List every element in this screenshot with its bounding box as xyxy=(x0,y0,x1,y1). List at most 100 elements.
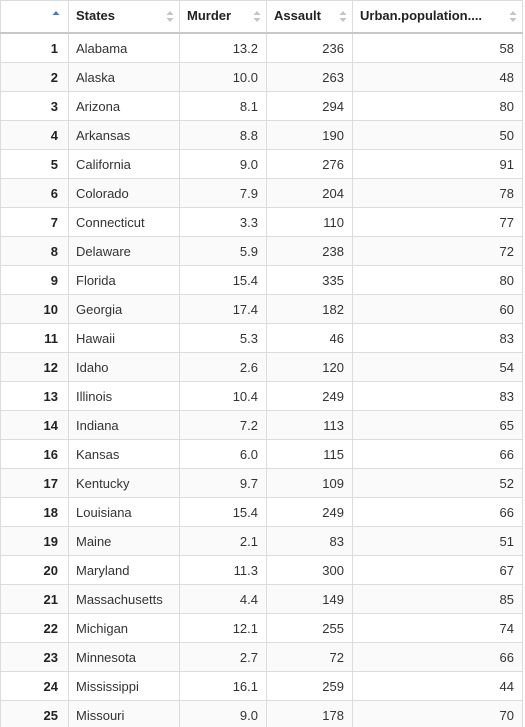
row-name-cell: 20 xyxy=(0,555,69,585)
assault-cell: 182 xyxy=(266,294,353,324)
sort-icon[interactable] xyxy=(166,10,174,23)
state-cell: Indiana xyxy=(68,410,180,440)
column-header-label: Urban.population.... xyxy=(360,7,483,23)
row-name-cell: 14 xyxy=(0,410,69,440)
row-name-cell: 8 xyxy=(0,236,69,266)
row-name-cell: 6 xyxy=(0,178,69,208)
assault-cell: 294 xyxy=(266,91,353,121)
murder-cell: 2.6 xyxy=(179,352,267,382)
column-header-urban-population[interactable]: Urban.population.... xyxy=(352,0,523,34)
column-header-label: Assault xyxy=(274,7,321,23)
table-row: 23 Minnesota 2.7 72 66 xyxy=(0,642,523,672)
row-name-cell: 16 xyxy=(0,439,69,469)
state-cell: Kentucky xyxy=(68,468,180,498)
murder-cell: 15.4 xyxy=(179,497,267,527)
urban-population-cell: 70 xyxy=(352,700,523,727)
urban-population-cell: 66 xyxy=(352,497,523,527)
sort-asc-icon[interactable] xyxy=(52,10,60,23)
state-cell: Maine xyxy=(68,526,180,556)
state-cell: Georgia xyxy=(68,294,180,324)
urban-population-cell: 83 xyxy=(352,381,523,411)
murder-cell: 10.4 xyxy=(179,381,267,411)
sort-icon[interactable] xyxy=(509,10,517,23)
murder-cell: 9.0 xyxy=(179,700,267,727)
urban-population-cell: 72 xyxy=(352,236,523,266)
assault-cell: 259 xyxy=(266,671,353,701)
murder-cell: 5.9 xyxy=(179,236,267,266)
row-name-cell: 23 xyxy=(0,642,69,672)
urban-population-cell: 85 xyxy=(352,584,523,614)
row-name-cell: 5 xyxy=(0,149,69,179)
assault-cell: 109 xyxy=(266,468,353,498)
sort-icon[interactable] xyxy=(253,10,261,23)
state-cell: Michigan xyxy=(68,613,180,643)
assault-cell: 83 xyxy=(266,526,353,556)
column-header-states[interactable]: States xyxy=(68,0,180,34)
sort-icon[interactable] xyxy=(339,10,347,23)
urban-population-cell: 66 xyxy=(352,642,523,672)
table-row: 8 Delaware 5.9 238 72 xyxy=(0,236,523,266)
urban-population-cell: 78 xyxy=(352,178,523,208)
table-row: 11 Hawaii 5.3 46 83 xyxy=(0,323,523,353)
state-cell: Mississippi xyxy=(68,671,180,701)
table-row: 25 Missouri 9.0 178 70 xyxy=(0,700,523,727)
table-row: 18 Louisiana 15.4 249 66 xyxy=(0,497,523,527)
table-row: 2 Alaska 10.0 263 48 xyxy=(0,62,523,92)
table-row: 14 Indiana 7.2 113 65 xyxy=(0,410,523,440)
row-name-cell: 24 xyxy=(0,671,69,701)
table-row: 17 Kentucky 9.7 109 52 xyxy=(0,468,523,498)
column-header-label: States xyxy=(76,7,116,23)
assault-cell: 46 xyxy=(266,323,353,353)
murder-cell: 16.1 xyxy=(179,671,267,701)
table-row: 7 Connecticut 3.3 110 77 xyxy=(0,207,523,237)
murder-cell: 6.0 xyxy=(179,439,267,469)
assault-cell: 276 xyxy=(266,149,353,179)
urban-population-cell: 58 xyxy=(352,32,523,63)
column-header-rownames[interactable] xyxy=(0,0,69,34)
row-name-cell: 13 xyxy=(0,381,69,411)
state-cell: Missouri xyxy=(68,700,180,727)
assault-cell: 72 xyxy=(266,642,353,672)
murder-cell: 8.1 xyxy=(179,91,267,121)
urban-population-cell: 54 xyxy=(352,352,523,382)
column-header-assault[interactable]: Assault xyxy=(266,0,353,34)
row-name-cell: 11 xyxy=(0,323,69,353)
murder-cell: 13.2 xyxy=(179,32,267,63)
table-row: 1 Alabama 13.2 236 58 xyxy=(0,32,523,63)
murder-cell: 9.7 xyxy=(179,468,267,498)
state-cell: Arizona xyxy=(68,91,180,121)
assault-cell: 113 xyxy=(266,410,353,440)
murder-cell: 4.4 xyxy=(179,584,267,614)
assault-cell: 120 xyxy=(266,352,353,382)
table-row: 20 Maryland 11.3 300 67 xyxy=(0,555,523,585)
state-cell: Massachusetts xyxy=(68,584,180,614)
assault-cell: 178 xyxy=(266,700,353,727)
row-name-cell: 22 xyxy=(0,613,69,643)
state-cell: Minnesota xyxy=(68,642,180,672)
state-cell: Arkansas xyxy=(68,120,180,150)
row-name-cell: 25 xyxy=(0,700,69,727)
state-cell: Hawaii xyxy=(68,323,180,353)
column-header-murder[interactable]: Murder xyxy=(179,0,267,34)
assault-cell: 263 xyxy=(266,62,353,92)
murder-cell: 9.0 xyxy=(179,149,267,179)
assault-cell: 110 xyxy=(266,207,353,237)
urban-population-cell: 51 xyxy=(352,526,523,556)
urban-population-cell: 67 xyxy=(352,555,523,585)
urban-population-cell: 60 xyxy=(352,294,523,324)
header-row: States Murder xyxy=(0,0,523,34)
murder-cell: 17.4 xyxy=(179,294,267,324)
column-header-label: Murder xyxy=(187,7,232,23)
row-name-cell: 1 xyxy=(0,32,69,63)
urban-population-cell: 44 xyxy=(352,671,523,701)
row-name-cell: 2 xyxy=(0,62,69,92)
urban-population-cell: 80 xyxy=(352,265,523,295)
murder-cell: 2.7 xyxy=(179,642,267,672)
row-name-cell: 7 xyxy=(0,207,69,237)
urban-population-cell: 52 xyxy=(352,468,523,498)
urban-population-cell: 50 xyxy=(352,120,523,150)
murder-cell: 10.0 xyxy=(179,62,267,92)
assault-cell: 249 xyxy=(266,381,353,411)
assault-cell: 115 xyxy=(266,439,353,469)
